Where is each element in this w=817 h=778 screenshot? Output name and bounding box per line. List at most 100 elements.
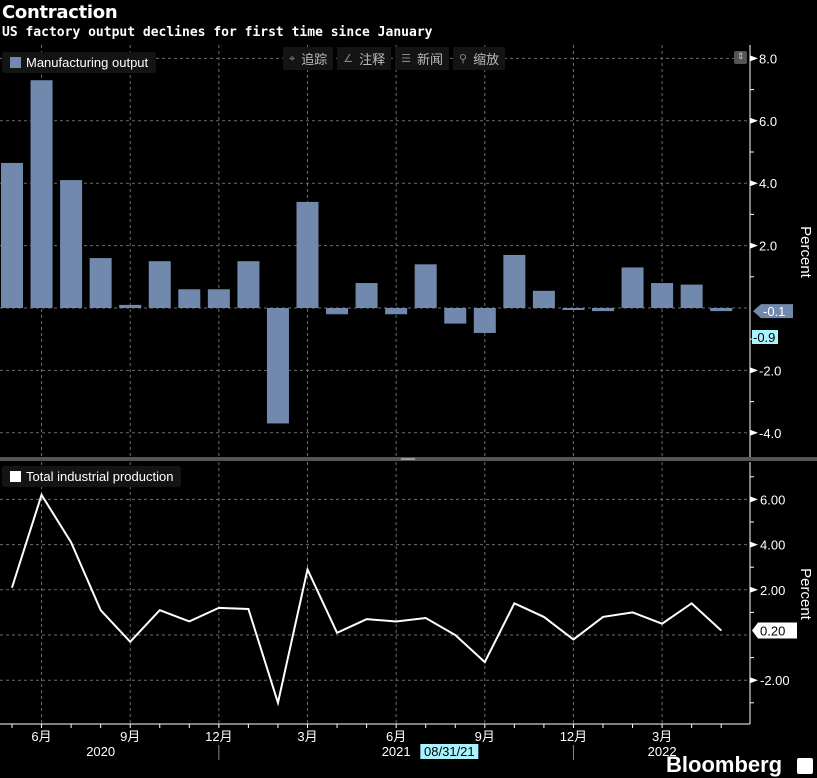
point-2022-01 bbox=[602, 616, 604, 618]
legend-swatch-bar bbox=[10, 57, 21, 68]
x-year-label: 2022 bbox=[648, 744, 677, 759]
point-2020-12 bbox=[218, 607, 220, 609]
point-2020-08 bbox=[100, 609, 102, 611]
bar-2021-11 bbox=[532, 290, 555, 308]
x-tick-label: 3月 bbox=[652, 729, 672, 744]
bar-2021-01 bbox=[237, 261, 260, 308]
pencil-icon: ∠ bbox=[343, 52, 354, 65]
bar-2022-05 bbox=[710, 308, 733, 312]
legend-label: Total industrial production bbox=[26, 469, 174, 484]
x-tick-label: 9月 bbox=[475, 729, 495, 744]
bar-2022-01 bbox=[592, 308, 614, 312]
bar-2021-02 bbox=[266, 308, 289, 424]
legend-manufacturing[interactable]: Manufacturing output bbox=[2, 52, 157, 73]
top-grid bbox=[0, 45, 750, 457]
y-tick-label: 6.00 bbox=[760, 492, 785, 507]
x-year-label: 2021 bbox=[382, 744, 411, 759]
bar-2020-10 bbox=[148, 261, 171, 308]
bar-2022-03 bbox=[651, 283, 674, 308]
zoom-button[interactable]: ⚲ 缩放 bbox=[453, 47, 506, 70]
point-2020-10 bbox=[159, 609, 161, 611]
x-tick-label: 9月 bbox=[120, 729, 140, 744]
bar-2021-07 bbox=[414, 264, 437, 308]
point-2021-11 bbox=[543, 616, 545, 618]
x-tick-label: 6月 bbox=[386, 729, 406, 744]
chart-subtitle: US factory output declines for first tim… bbox=[2, 25, 433, 40]
axis-scale-icon[interactable]: ⇕ bbox=[734, 51, 747, 64]
bar-2021-09 bbox=[473, 308, 496, 333]
cursor-value-label: -0.9 bbox=[753, 330, 775, 345]
point-2022-05 bbox=[720, 629, 722, 631]
track-button[interactable]: ⌖ 追踪 bbox=[283, 47, 334, 70]
point-2022-04 bbox=[691, 602, 693, 604]
bar-2020-09 bbox=[119, 304, 142, 308]
manufacturing-bars bbox=[1, 80, 733, 424]
bar-2020-11 bbox=[178, 289, 201, 308]
top-y-axis: 8.0 6.0 4.0 2.0 -2.0 -4.0 -0.1 -0.9 bbox=[749, 45, 793, 457]
tick-marker bbox=[750, 180, 758, 187]
tick-marker bbox=[750, 242, 758, 249]
tick-marker bbox=[750, 677, 758, 684]
cursor-value-tag bbox=[752, 330, 778, 344]
bar-2021-06 bbox=[385, 308, 408, 315]
tick-marker bbox=[750, 117, 758, 124]
tick-marker bbox=[750, 429, 758, 436]
bar-2020-12 bbox=[207, 289, 230, 308]
news-button[interactable]: ☰ 新闻 bbox=[395, 47, 449, 70]
legend-industrial[interactable]: Total industrial production bbox=[2, 466, 182, 487]
y-tick-label: 4.0 bbox=[759, 176, 777, 191]
search-icon: ⚲ bbox=[459, 52, 468, 65]
divider-handle[interactable] bbox=[401, 458, 415, 460]
last-value-label: 0.20 bbox=[760, 623, 785, 638]
x-axis: 6月 9月 12月 3月 6月 9月 12月 3月 2020 2021 2022 08/31/21 bbox=[0, 723, 750, 760]
bar-2021-05 bbox=[355, 283, 378, 308]
point-2021-06 bbox=[395, 620, 397, 622]
legend-label: Manufacturing output bbox=[26, 55, 149, 70]
cursor-date-label: 08/31/21 bbox=[424, 744, 475, 759]
legend-swatch-line bbox=[10, 471, 21, 482]
point-2021-12 bbox=[572, 639, 574, 641]
track-label: 追踪 bbox=[301, 53, 328, 68]
point-2021-10 bbox=[513, 602, 515, 604]
x-year-label: 2020 bbox=[86, 744, 115, 759]
bar-2022-02 bbox=[621, 267, 644, 308]
y-tick-label: 2.00 bbox=[760, 583, 785, 598]
zoom-label: 缩放 bbox=[473, 53, 500, 68]
news-icon: ☰ bbox=[401, 52, 411, 65]
last-value-tag bbox=[753, 304, 793, 319]
annotate-button[interactable]: ∠ 注释 bbox=[337, 47, 392, 70]
point-2021-08 bbox=[454, 634, 456, 636]
last-value-label: -0.1 bbox=[763, 304, 785, 319]
y-tick-label: 8.0 bbox=[759, 51, 777, 66]
y-tick-label: -2.00 bbox=[760, 673, 790, 688]
x-tick-label: 12月 bbox=[560, 729, 587, 744]
point-2021-09 bbox=[484, 661, 486, 663]
y-tick-label: -2.0 bbox=[759, 363, 781, 378]
bar-2021-08 bbox=[444, 308, 467, 324]
y-tick-label: 4.00 bbox=[760, 538, 785, 553]
bottom-y-axis-title: Percent bbox=[797, 568, 814, 621]
y-tick-label: -4.0 bbox=[759, 426, 781, 441]
bottom-y-axis: 6.00 4.00 2.00 -2.00 0.20 bbox=[749, 462, 797, 724]
point-2020-07 bbox=[70, 541, 72, 543]
point-2021-05 bbox=[366, 618, 368, 620]
point-2020-05 bbox=[11, 587, 13, 589]
x-tick-label: 6月 bbox=[31, 729, 51, 744]
y-tick-label: 2.0 bbox=[759, 239, 777, 254]
bar-2021-12 bbox=[562, 308, 585, 310]
bar-2021-03 bbox=[296, 201, 319, 308]
tick-marker bbox=[750, 586, 758, 593]
point-2020-06 bbox=[41, 494, 43, 496]
cursor-date-tag bbox=[420, 744, 479, 759]
point-2020-11 bbox=[188, 620, 190, 622]
point-2022-02 bbox=[632, 611, 634, 613]
tick-marker bbox=[750, 496, 758, 503]
bar-2021-04 bbox=[326, 308, 349, 315]
industrial-production-line bbox=[11, 492, 722, 707]
bar-2022-04 bbox=[680, 284, 703, 308]
bloomberg-logo: Bloomberg bbox=[666, 752, 783, 777]
tick-marker bbox=[750, 367, 758, 374]
bar-2020-06 bbox=[30, 80, 53, 309]
point-2022-03 bbox=[661, 623, 663, 625]
